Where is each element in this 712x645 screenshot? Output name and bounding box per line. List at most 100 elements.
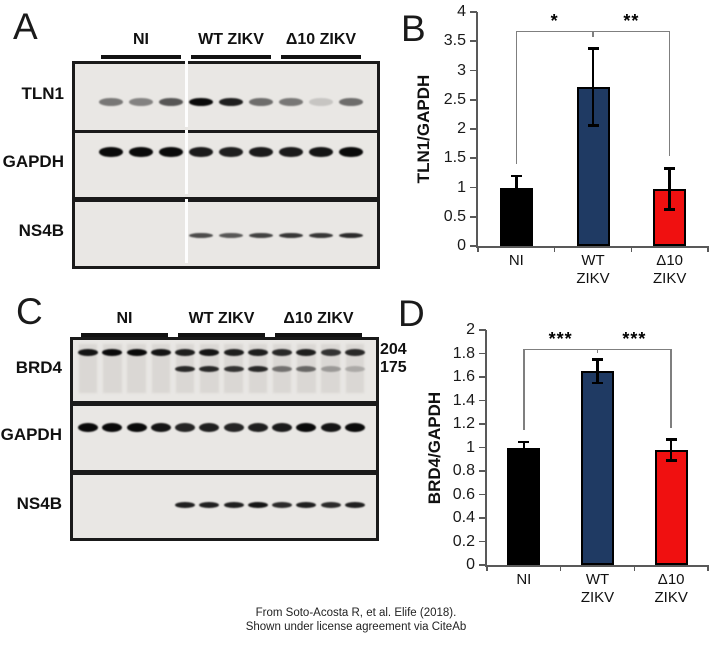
y-tick-mark: [479, 540, 486, 543]
significance-bracket-drop: [523, 348, 525, 430]
y-tick-mark: [470, 128, 477, 130]
x-tick-mark: [559, 565, 562, 571]
lane-streak: [127, 344, 146, 393]
blot-band: [344, 501, 365, 508]
y-tick-mark: [479, 493, 486, 496]
blot-band: [320, 365, 341, 372]
blot-splice-line: [185, 130, 188, 194]
y-tick-label: 4: [457, 3, 466, 20]
blot-band: [218, 97, 244, 106]
blot-band: [247, 349, 268, 357]
blot-band: [247, 501, 268, 508]
y-tick-label: 3.5: [443, 32, 466, 50]
significance-bracket-drop: [670, 348, 672, 428]
blot-band: [175, 422, 196, 432]
blot-band: [126, 422, 147, 432]
blot-band: [98, 146, 124, 157]
blot-group-underline: [81, 333, 168, 337]
lane-streak: [103, 344, 122, 393]
x-axis-line: [485, 565, 708, 567]
y-tick-mark: [479, 564, 486, 566]
y-tick-mark: [479, 517, 486, 519]
y-tick-mark: [470, 215, 477, 218]
blot-row-label: NS4B: [16, 494, 62, 513]
blot-band: [175, 365, 196, 372]
lane-streak: [345, 344, 365, 393]
blot-band: [128, 146, 154, 157]
significance-label: **: [623, 10, 640, 31]
significance-bracket: [523, 348, 598, 351]
significance-bracket-drop: [592, 30, 594, 37]
x-tick-mark: [630, 246, 633, 252]
panel-a-blots: NI WT ZIKV Δ10 ZIKV TLN1 GAPDH NS4B: [0, 0, 395, 285]
blot-band: [188, 232, 214, 238]
y-tick-label: 0.5: [443, 207, 466, 225]
blot-band: [248, 97, 274, 106]
panel-a-label: A: [13, 6, 38, 47]
bar: [654, 449, 688, 565]
blot-band: [223, 422, 244, 432]
error-bar: [515, 175, 518, 200]
x-tick-mark: [707, 246, 709, 252]
significance-bracket: [593, 30, 670, 33]
y-tick-mark: [470, 40, 477, 43]
mw-marker-204: 204: [380, 341, 407, 358]
significance-bracket-drop: [596, 348, 599, 354]
lane-streak: [151, 344, 171, 393]
blot-band: [308, 146, 334, 157]
x-category-label: NI: [508, 252, 524, 269]
y-tick-mark: [479, 446, 486, 449]
x-tick-mark: [477, 246, 479, 252]
y-tick-label: 0: [457, 237, 466, 254]
y-tick-mark: [479, 399, 486, 402]
y-tick-label: 0.6: [452, 485, 475, 503]
blot-row-label: BRD4: [15, 358, 62, 377]
blot-band: [223, 349, 244, 357]
error-cap-top: [592, 358, 603, 361]
blot-band: [223, 501, 244, 508]
x-tick-mark: [486, 565, 488, 571]
blot-group-underline: [101, 55, 181, 59]
blot-band: [175, 349, 196, 357]
error-cap-top: [510, 174, 522, 178]
error-cap-top: [518, 440, 530, 444]
y-tick-mark: [479, 329, 486, 331]
blot-box-brd4: [70, 337, 379, 404]
blot-band: [102, 422, 123, 432]
x-category-label: NI: [516, 571, 532, 588]
significance-bracket-drop: [515, 30, 518, 165]
blot-group-label: Δ10 ZIKV: [285, 31, 357, 48]
blot-band: [248, 146, 274, 157]
blot-band: [338, 97, 364, 106]
y-tick-mark: [479, 352, 486, 355]
y-tick-mark: [470, 69, 477, 72]
blot-band: [296, 349, 317, 357]
y-tick-label: 0: [466, 556, 475, 573]
y-tick-label: 3: [457, 61, 466, 79]
mw-marker-175: 175: [380, 359, 407, 376]
blot-band: [320, 349, 341, 357]
blot-band: [320, 422, 341, 432]
y-tick-label: 2: [457, 120, 466, 137]
x-tick-mark: [633, 565, 636, 571]
panel-d-chart: 0 0.2 0.4 0.6 0.8 1 1.2 1.4 1.6 1.8 2 BRD4/GAPDH NI W…: [425, 321, 709, 606]
error-cap-bottom: [518, 452, 530, 455]
y-tick-label: 1.8: [452, 344, 475, 362]
y-tick-mark: [479, 376, 486, 378]
y-tick-mark: [470, 98, 477, 101]
error-cap-bottom: [592, 381, 603, 385]
error-bar: [522, 441, 526, 454]
blot-band: [272, 365, 293, 372]
blot-band: [278, 97, 304, 106]
blot-group-underline: [275, 333, 362, 337]
x-axis-line: [476, 246, 708, 248]
blot-band: [308, 232, 334, 238]
blot-band: [272, 349, 293, 357]
y-axis-line: [476, 12, 478, 248]
y-axis-title: BRD4/GAPDH: [425, 391, 444, 504]
blot-band: [158, 97, 184, 106]
blot-band: [78, 422, 99, 432]
blot-box-gapdh: [70, 403, 379, 473]
blot-band: [199, 422, 220, 432]
bar: [507, 447, 541, 565]
